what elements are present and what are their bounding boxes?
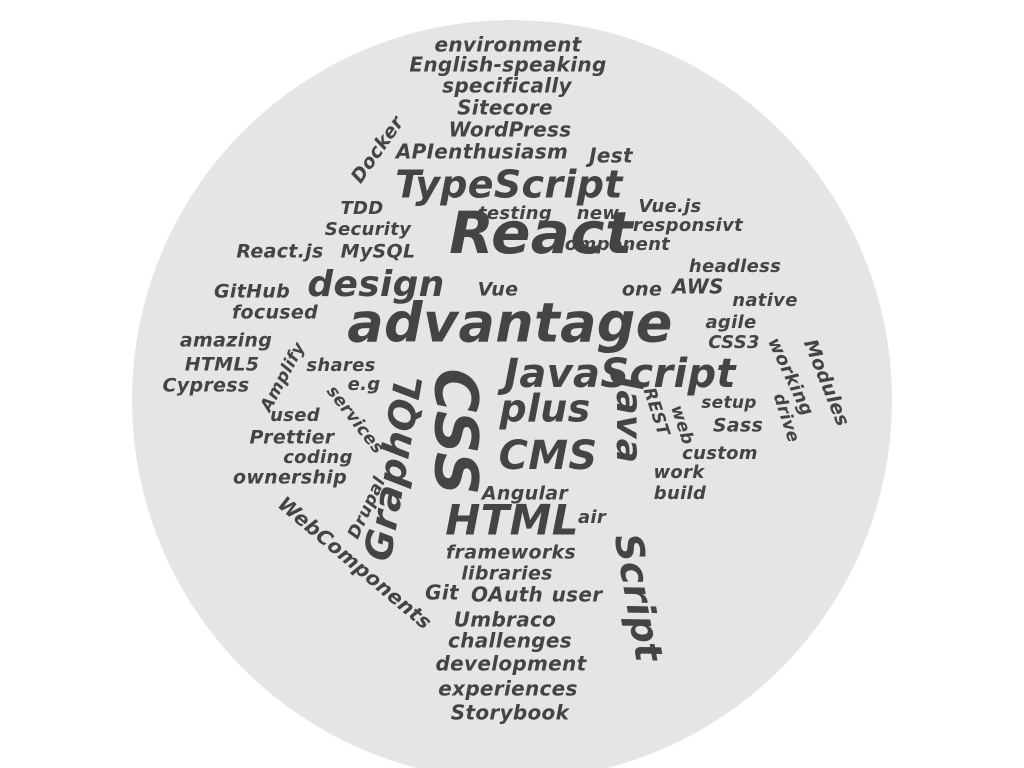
word-work: work: [653, 462, 705, 483]
word-user: user: [552, 583, 604, 607]
word-git: Git: [425, 581, 460, 605]
word-testing: testing: [478, 203, 552, 224]
word-custom: custom: [682, 443, 758, 464]
word-headless: headless: [689, 256, 781, 277]
word-component: component: [554, 234, 671, 255]
word-build: build: [654, 483, 707, 504]
word-vue: Vue: [478, 279, 519, 301]
word-typescript: TypeScript: [395, 163, 624, 207]
word-focused: focused: [232, 302, 318, 324]
word-html5: HTML5: [185, 354, 260, 376]
word-setup: setup: [701, 393, 757, 413]
word-oauth: OAuth: [471, 583, 543, 607]
word-storybook: Storybook: [451, 701, 571, 725]
word-ownership: ownership: [233, 467, 347, 489]
word-script: Script: [606, 530, 672, 666]
word-plus: plus: [498, 387, 590, 431]
word-cloud-background-circle: [132, 20, 892, 768]
word-development: development: [436, 652, 588, 676]
word-vue-js: Vue.js: [638, 196, 701, 217]
word-github: GitHub: [214, 281, 290, 303]
word-frameworks: frameworks: [446, 542, 576, 564]
word-new: new: [577, 203, 620, 224]
word-react-js: React.js: [236, 241, 323, 263]
word-e-g: e.g: [348, 374, 381, 395]
word-used: used: [270, 405, 321, 426]
word-one: one: [622, 279, 662, 301]
word-html: HTML: [445, 496, 579, 545]
word-angular: Angular: [480, 483, 569, 505]
word-apienthusiasm: APIenthusiasm: [394, 140, 568, 164]
word-css3: CSS3: [708, 332, 760, 353]
word-prettier: Prettier: [250, 427, 336, 449]
word-responsivt: responsivt: [633, 215, 744, 236]
word-wordpress: WordPress: [449, 118, 572, 142]
word-security: Security: [325, 219, 412, 240]
word-sass: Sass: [713, 415, 763, 437]
word-css: CSS: [420, 368, 490, 495]
word-shares: shares: [306, 355, 375, 376]
word-aws: AWS: [670, 275, 724, 299]
word-modules: Modules: [799, 336, 854, 429]
word-environment: environment: [434, 33, 582, 57]
word-challenges: challenges: [448, 629, 572, 653]
word-english-speaking: English-speaking: [409, 53, 606, 77]
word-advantage: advantage: [347, 292, 672, 355]
word-experiences: experiences: [438, 677, 578, 701]
word-agile: agile: [705, 312, 756, 333]
word-native: native: [732, 290, 797, 311]
word-design: design: [307, 264, 444, 305]
word-amazing: amazing: [180, 330, 272, 352]
word-libraries: libraries: [461, 563, 553, 585]
word-sitecore: Sitecore: [457, 96, 553, 120]
word-graphql: GraphQL: [356, 371, 432, 564]
word-coding: coding: [283, 447, 353, 468]
word-specifically: specifically: [442, 74, 572, 98]
word-mysql: MySQL: [341, 241, 416, 263]
word-jest: Jest: [585, 144, 634, 168]
word-tdd: TDD: [340, 198, 383, 219]
word-cypress: Cypress: [163, 375, 250, 397]
word-air: air: [578, 507, 607, 528]
word-cms: CMS: [499, 433, 598, 479]
word-umbraco: Umbraco: [454, 608, 556, 632]
word-javascript: JavaScript: [497, 351, 737, 397]
word-react: React: [449, 199, 635, 267]
word-java: Java: [608, 371, 649, 464]
